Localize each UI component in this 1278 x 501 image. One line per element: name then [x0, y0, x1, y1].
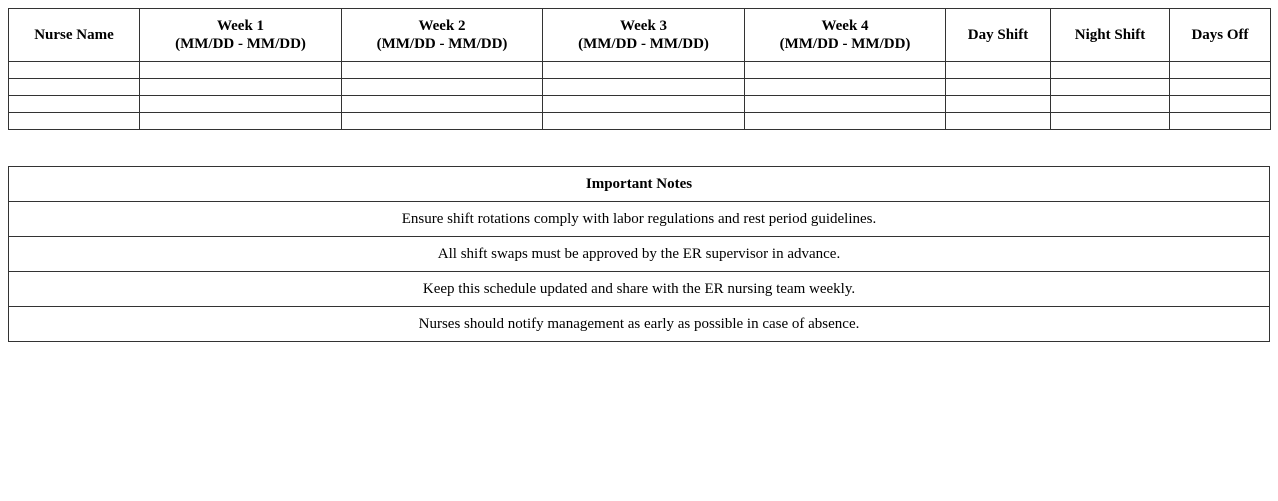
schedule-cell[interactable]: [1169, 112, 1271, 130]
column-header: Week 3 (MM/DD - MM/DD): [542, 8, 745, 62]
column-header-title: Week 3: [619, 18, 668, 34]
schedule-cell[interactable]: [139, 112, 342, 130]
schedule-cell[interactable]: [945, 61, 1051, 79]
note-row: Keep this schedule updated and share wit…: [8, 271, 1270, 307]
schedule-cell[interactable]: [542, 61, 745, 79]
column-header: Nurse Name: [8, 8, 140, 62]
schedule-cell[interactable]: [945, 112, 1051, 130]
column-header-title: Day Shift: [967, 27, 1029, 43]
schedule-cell[interactable]: [8, 61, 140, 79]
column-header: Days Off: [1169, 8, 1271, 62]
note-text: All shift swaps must be approved by the …: [8, 236, 1270, 272]
schedule-cell[interactable]: [1050, 78, 1170, 96]
schedule-cell[interactable]: [8, 78, 140, 96]
column-header-title: Week 2: [418, 18, 466, 34]
schedule-cell[interactable]: [341, 78, 543, 96]
column-header: Day Shift: [945, 8, 1051, 62]
schedule-row: [8, 61, 1271, 79]
schedule-row: [8, 78, 1271, 96]
column-header-date-range: (MM/DD - MM/DD): [376, 36, 508, 52]
column-header-date-range: (MM/DD - MM/DD): [779, 36, 911, 52]
schedule-cell[interactable]: [1050, 112, 1170, 130]
note-row: Ensure shift rotations comply with labor…: [8, 201, 1270, 237]
column-header-title: Days Off: [1191, 27, 1249, 43]
note-text: Nurses should notify management as early…: [8, 306, 1270, 342]
column-header-date-range: (MM/DD - MM/DD): [175, 36, 306, 52]
schedule-cell[interactable]: [744, 95, 946, 113]
schedule-header-row: Nurse Name Week 1 (MM/DD - MM/DD) Week 2 (MM…: [8, 8, 1271, 62]
column-header-title: Nurse Name: [34, 27, 114, 43]
schedule-cell[interactable]: [945, 95, 1051, 113]
schedule-cell[interactable]: [139, 95, 342, 113]
schedule-cell[interactable]: [1050, 61, 1170, 79]
notes-title: Important Notes: [8, 166, 1270, 202]
column-header-title: Week 1: [216, 18, 265, 34]
schedule-table: Nurse Name Week 1 (MM/DD - MM/DD) Week 2 (MM…: [8, 8, 1271, 130]
note-text: Keep this schedule updated and share wit…: [8, 271, 1270, 307]
schedule-cell[interactable]: [341, 61, 543, 79]
schedule-cell[interactable]: [1169, 78, 1271, 96]
schedule-cell[interactable]: [139, 78, 342, 96]
schedule-cell[interactable]: [744, 112, 946, 130]
column-header-date-range: (MM/DD - MM/DD): [578, 36, 709, 52]
schedule-cell[interactable]: [8, 95, 140, 113]
schedule-cell[interactable]: [139, 61, 342, 79]
schedule-cell[interactable]: [542, 95, 745, 113]
schedule-cell[interactable]: [1169, 95, 1271, 113]
schedule-cell[interactable]: [341, 95, 543, 113]
schedule-cell[interactable]: [1169, 61, 1271, 79]
schedule-cell[interactable]: [744, 61, 946, 79]
schedule-cell[interactable]: [744, 78, 946, 96]
column-header: Week 1 (MM/DD - MM/DD): [139, 8, 342, 62]
note-text: Ensure shift rotations comply with labor…: [8, 201, 1270, 237]
column-header: Night Shift: [1050, 8, 1170, 62]
note-row: Nurses should notify management as early…: [8, 306, 1270, 342]
column-header: Week 4 (MM/DD - MM/DD): [744, 8, 946, 62]
schedule-cell[interactable]: [8, 112, 140, 130]
schedule-row: [8, 95, 1271, 113]
schedule-cell[interactable]: [542, 78, 745, 96]
schedule-cell[interactable]: [1050, 95, 1170, 113]
column-header-title: Night Shift: [1074, 27, 1146, 43]
schedule-cell[interactable]: [542, 112, 745, 130]
notes-table: Important Notes Ensure shift rotations c…: [8, 166, 1270, 342]
column-header-title: Week 4: [821, 18, 869, 34]
column-header: Week 2 (MM/DD - MM/DD): [341, 8, 543, 62]
note-row: All shift swaps must be approved by the …: [8, 236, 1270, 272]
schedule-cell[interactable]: [945, 78, 1051, 96]
schedule-row: [8, 112, 1271, 130]
schedule-cell[interactable]: [341, 112, 543, 130]
